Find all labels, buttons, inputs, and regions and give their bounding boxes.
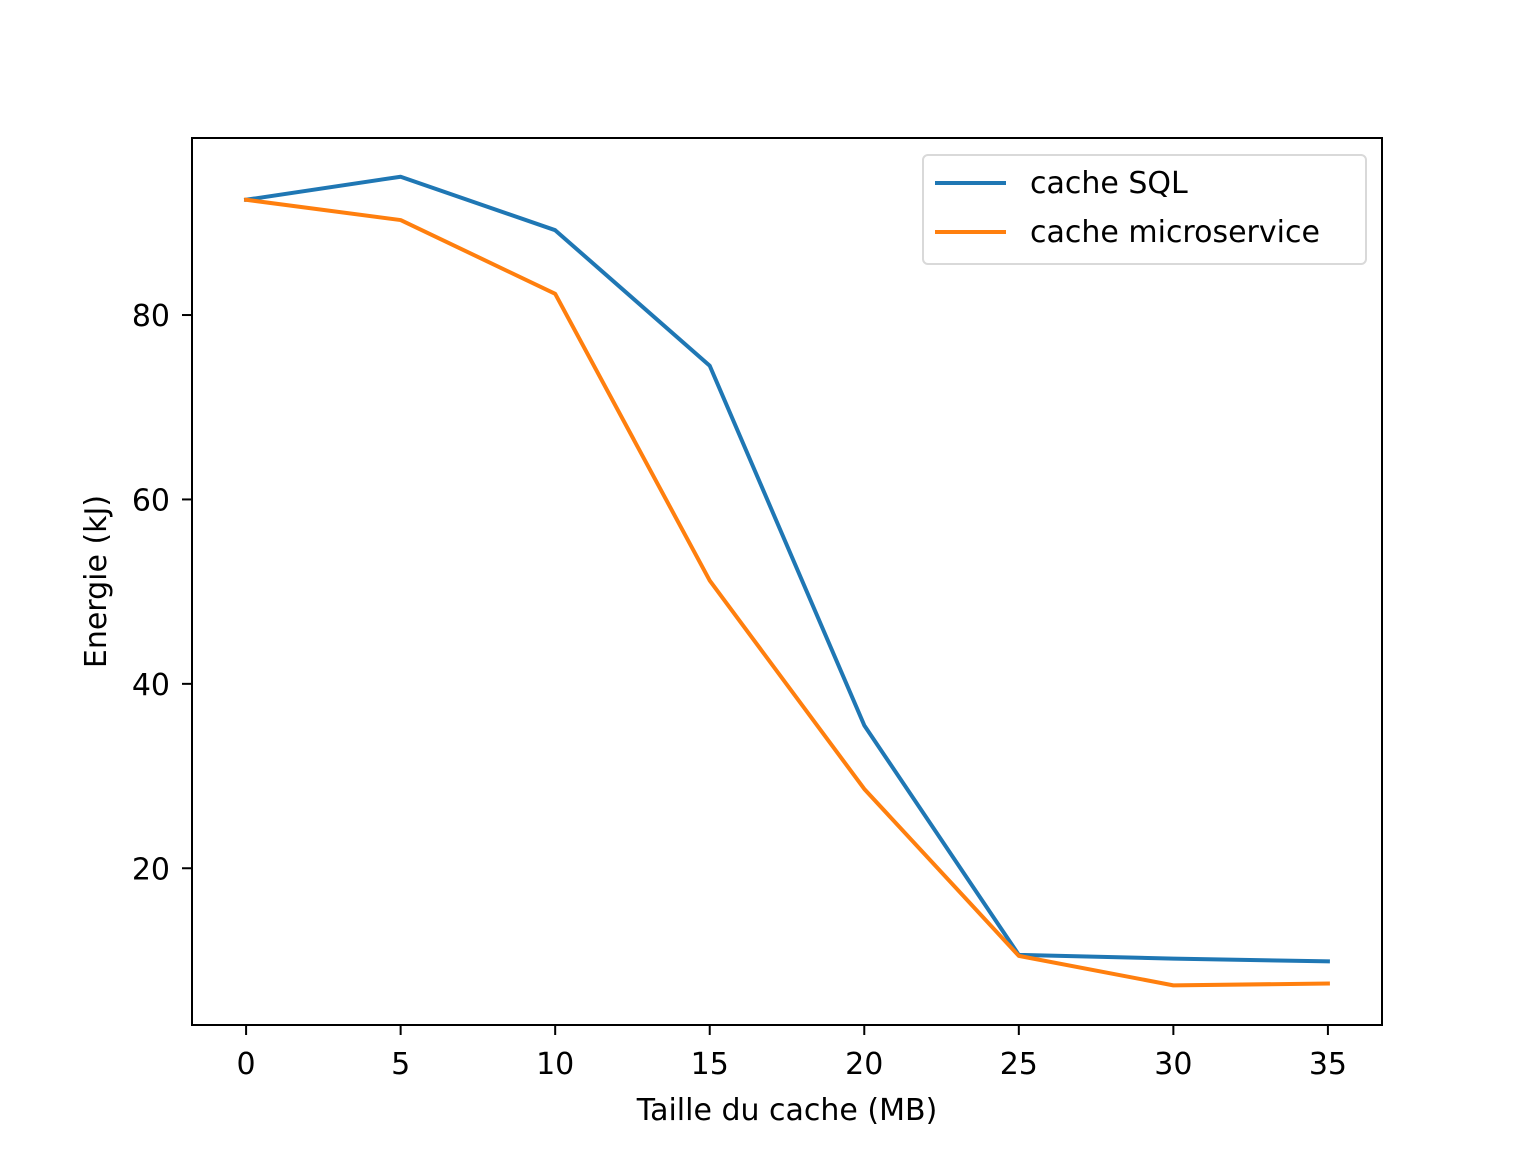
y-tick-label: 20 <box>132 852 170 887</box>
axes-background <box>192 138 1382 1025</box>
y-axis-label: Energie (kJ) <box>79 495 114 668</box>
x-tick-label: 25 <box>1000 1047 1038 1082</box>
y-tick-label: 80 <box>132 299 170 334</box>
x-tick-label: 5 <box>391 1047 410 1082</box>
x-tick-label: 20 <box>845 1047 883 1082</box>
series-layer <box>243 174 1330 988</box>
x-tick-label: 10 <box>536 1047 574 1082</box>
axes-frame <box>191 137 1383 1026</box>
legend: cache SQL cache microservice <box>922 154 1367 265</box>
series-line-2 <box>243 197 1330 988</box>
y-tick-label: 60 <box>132 483 170 518</box>
legend-entries: cache SQL cache microservice <box>935 166 1320 250</box>
y-tick-label: 40 <box>132 668 170 703</box>
x-tick-label: 35 <box>1309 1047 1347 1082</box>
x-tick-label: 0 <box>237 1047 256 1082</box>
y-axis-ticks: 20 40 60 80 <box>132 299 192 887</box>
legend-label-2: cache microservice <box>1030 215 1320 250</box>
legend-box <box>922 154 1367 265</box>
x-tick-label: 30 <box>1154 1047 1192 1082</box>
legend-label-1: cache SQL <box>1030 166 1188 201</box>
x-tick-label: 15 <box>691 1047 729 1082</box>
x-axis-ticks: 0 5 10 15 20 25 30 35 <box>237 1025 1347 1082</box>
plot-area <box>191 137 1383 1026</box>
x-axis-label: Taille du cache (MB) <box>636 1093 938 1128</box>
series-line-1 <box>243 174 1330 964</box>
